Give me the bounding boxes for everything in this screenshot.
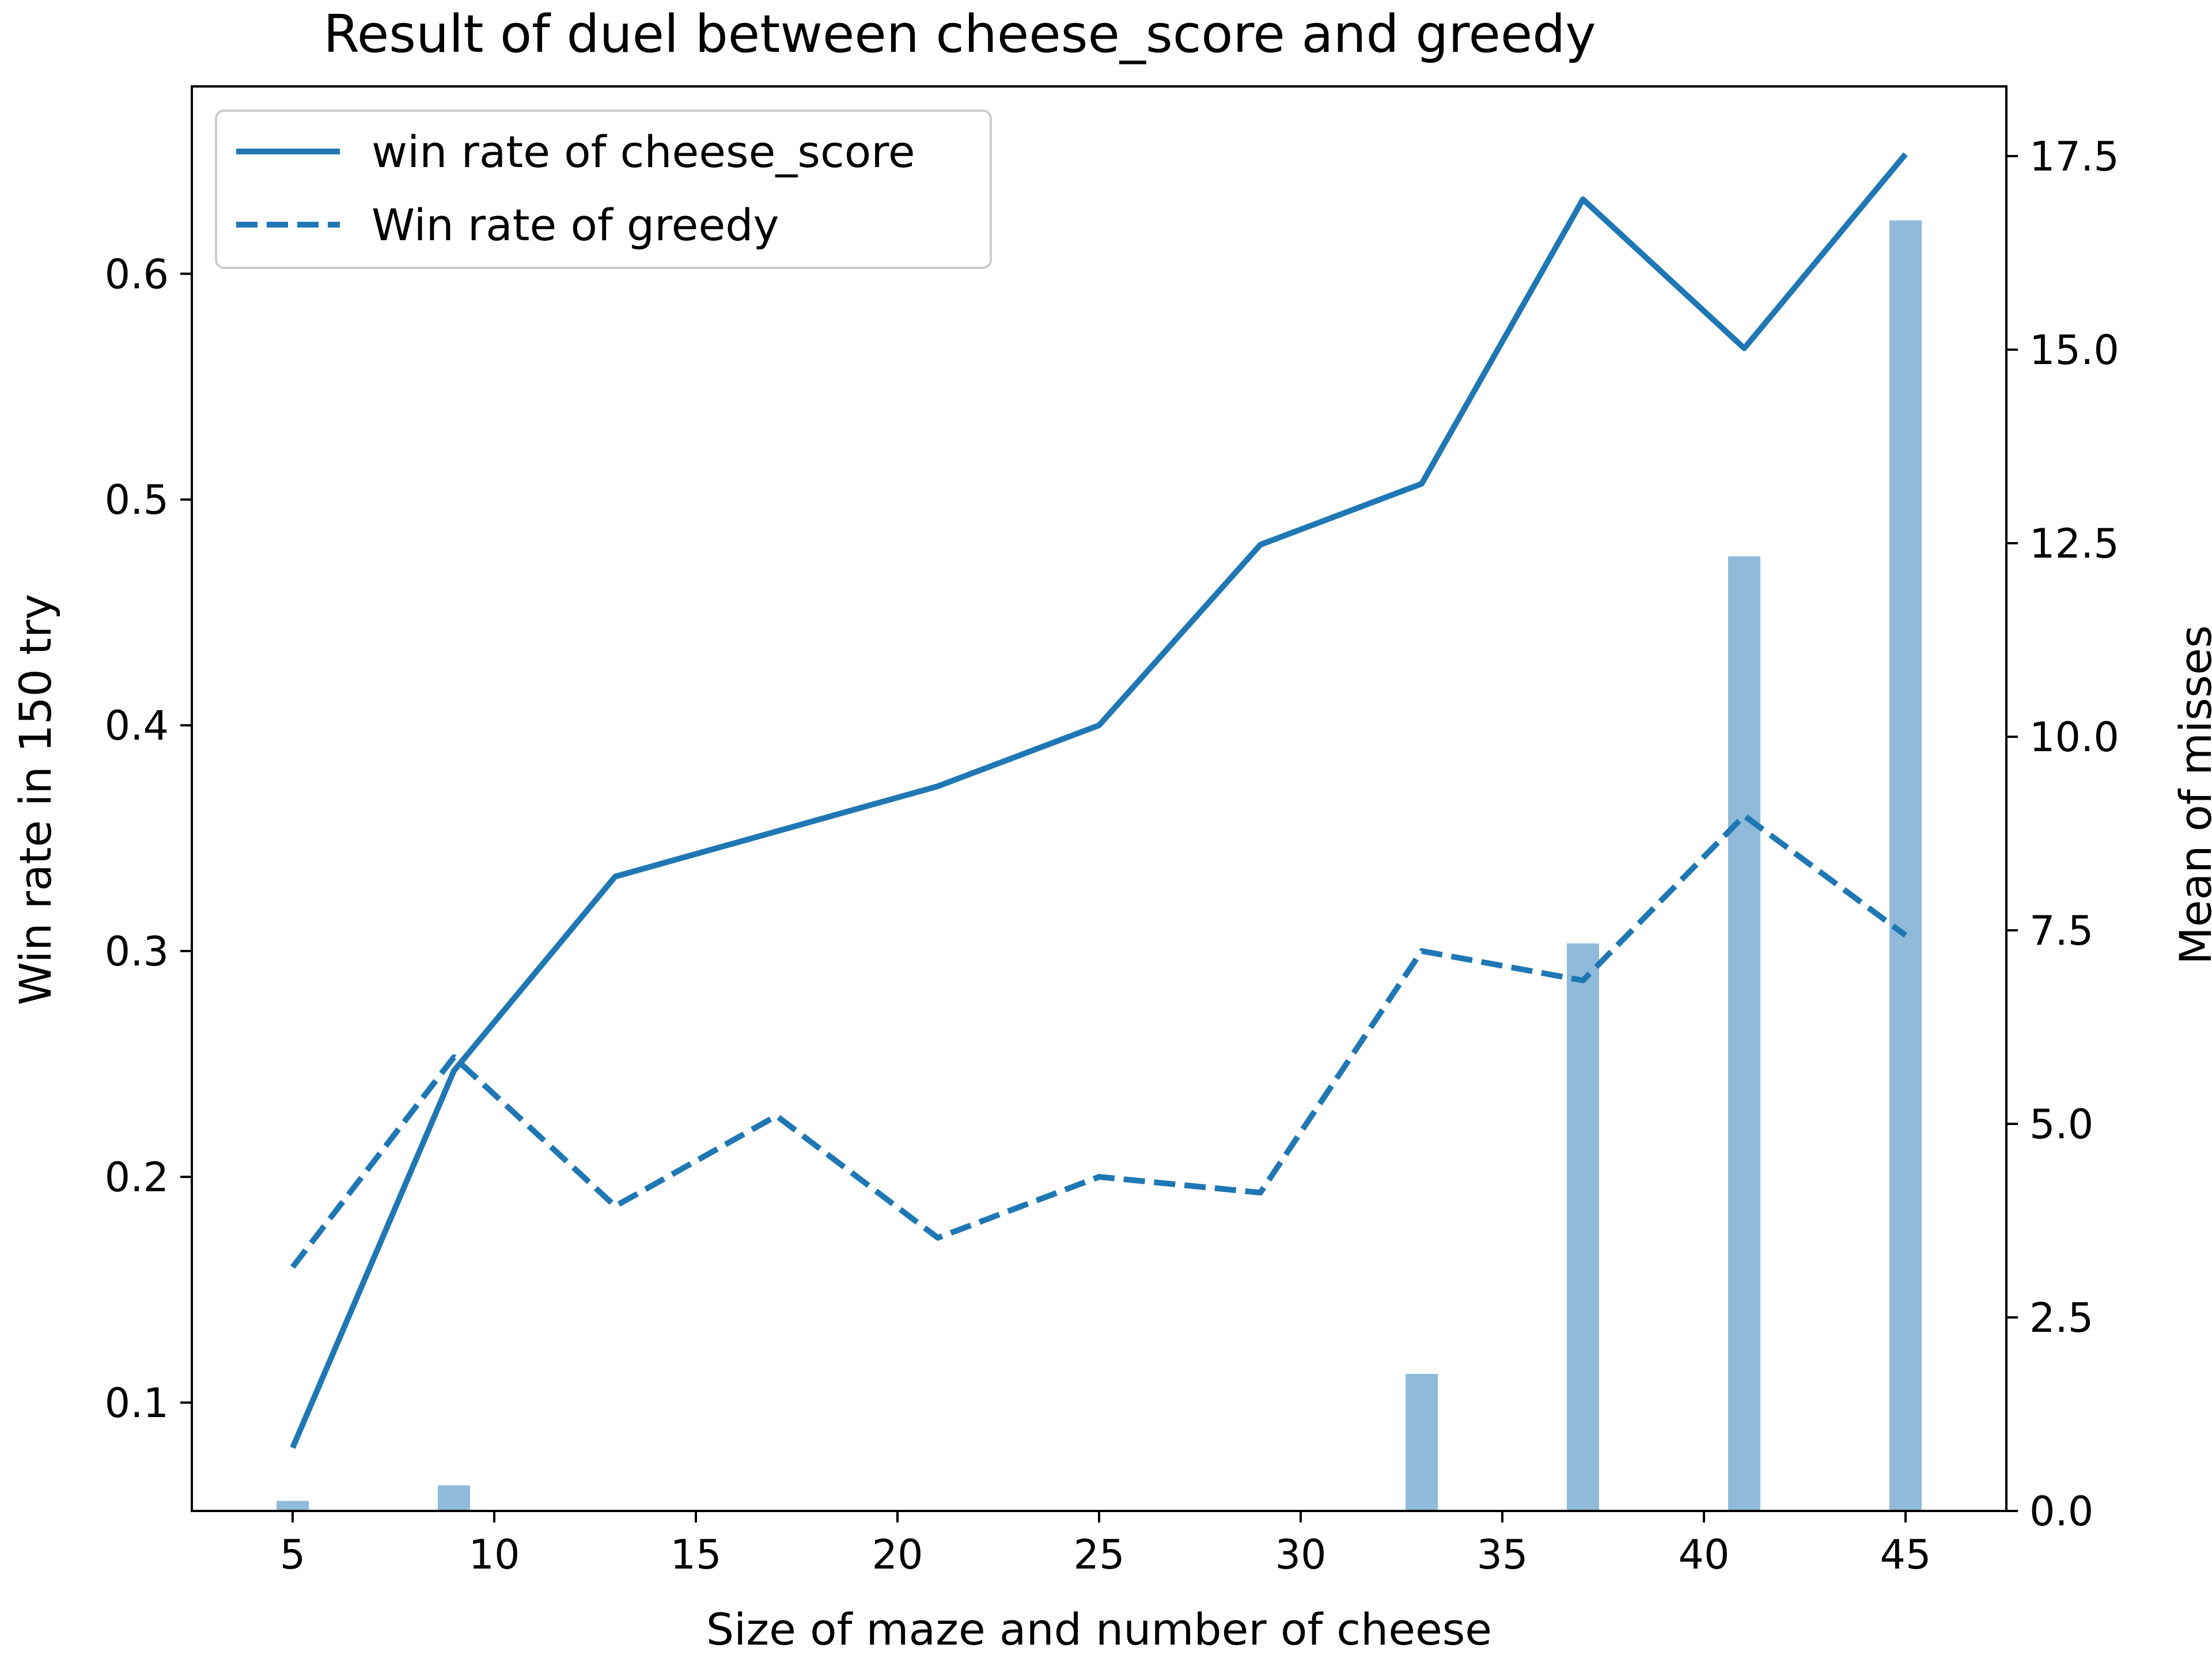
bar-misses xyxy=(1889,220,1922,1512)
y2-tick-label: 5.0 xyxy=(2029,1101,2093,1148)
y2-tick-label: 0.0 xyxy=(2029,1488,2093,1535)
x-tick-label: 10 xyxy=(468,1531,520,1578)
y-tick-label: 0.5 xyxy=(105,476,169,524)
line-series xyxy=(290,152,1908,1449)
y-tick-label: 0.4 xyxy=(105,702,169,749)
y2-tick-label: 17.5 xyxy=(2029,133,2119,180)
x-tick-label: 30 xyxy=(1275,1531,1326,1578)
x-axis-label: Size of maze and number of cheese xyxy=(706,1604,1492,1655)
y-tick-label: 0.1 xyxy=(105,1380,169,1427)
x-tick-label: 20 xyxy=(872,1531,923,1578)
y-tick-label: 0.2 xyxy=(105,1154,169,1201)
y2-tick-label: 2.5 xyxy=(2029,1294,2093,1342)
y2-tick-label: 12.5 xyxy=(2029,520,2119,567)
y2-tick-label: 10.0 xyxy=(2029,714,2119,761)
bar-misses xyxy=(1567,943,1599,1511)
bar-series xyxy=(276,220,1922,1512)
legend-label-cheese-score: win rate of cheese_score xyxy=(372,126,915,177)
bar-misses xyxy=(438,1485,470,1511)
y2-tick-label: 7.5 xyxy=(2029,907,2093,955)
x-tick-label: 15 xyxy=(670,1531,721,1578)
bar-misses xyxy=(1728,556,1760,1511)
chart-title: Result of duel between cheese_score and … xyxy=(323,4,1596,65)
x-tick-label: 5 xyxy=(280,1531,306,1578)
y-axis-label: Win rate in 150 try xyxy=(10,594,61,1005)
y-axis-right: 0.0 2.5 5.0 7.5 10.0 12.5 15.0 17.5 xyxy=(2006,133,2119,1535)
line-cheese-score xyxy=(290,152,1908,1449)
x-tick-label: 25 xyxy=(1073,1531,1124,1578)
legend: win rate of cheese_score Win rate of gre… xyxy=(215,109,992,269)
y2-axis-label: Mean of misses xyxy=(2170,625,2212,964)
y-tick-label: 0.6 xyxy=(105,251,169,298)
bar-misses xyxy=(276,1501,309,1511)
x-axis: 5 10 15 20 25 30 35 40 45 xyxy=(280,1511,1931,1578)
line-greedy xyxy=(290,812,1907,1269)
x-tick-label: 35 xyxy=(1476,1531,1528,1578)
x-tick-label: 40 xyxy=(1678,1531,1729,1578)
bar-misses xyxy=(1406,1374,1438,1511)
y2-tick-label: 15.0 xyxy=(2029,327,2119,374)
y-tick-label: 0.3 xyxy=(105,928,169,975)
legend-box xyxy=(215,109,992,269)
legend-label-greedy: Win rate of greedy xyxy=(372,199,779,251)
y-axis-left: 0.1 0.2 0.3 0.4 0.5 0.6 xyxy=(105,251,192,1427)
x-tick-label: 45 xyxy=(1880,1531,1931,1578)
